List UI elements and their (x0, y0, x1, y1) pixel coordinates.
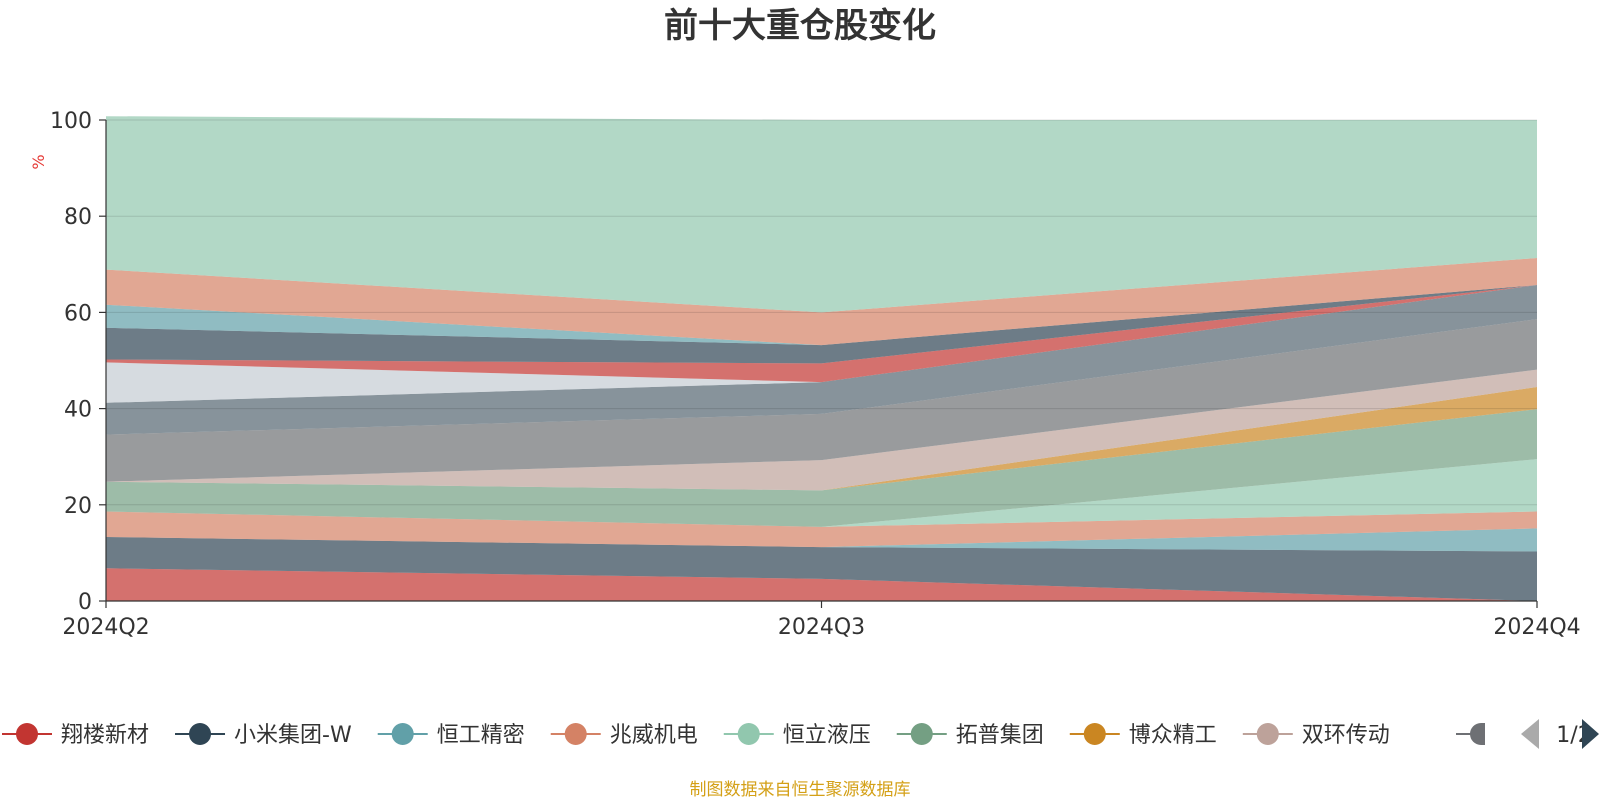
area-series-9 (106, 319, 1537, 482)
y-tick-label: 20 (64, 494, 92, 519)
legend-marker (737, 723, 760, 745)
legend-marker (391, 723, 414, 745)
legend-marker (1470, 723, 1485, 745)
y-axis-unit: % (29, 154, 48, 169)
legend-item[interactable]: 恒立液压 (723, 723, 871, 748)
legend-next-page-icon[interactable] (1582, 719, 1599, 749)
x-tick-label: 2024Q3 (778, 615, 865, 640)
area-series-11 (106, 285, 1537, 403)
y-tick-label: 40 (64, 398, 92, 423)
legend-label: 兆威机电 (610, 723, 698, 748)
legend-marker (16, 723, 38, 745)
x-tick-label: 2024Q2 (62, 615, 149, 640)
y-tick-label: 0 (78, 590, 92, 615)
y-tick-label: 60 (64, 301, 92, 326)
area-series-10 (106, 285, 1537, 435)
legend-marker (564, 723, 587, 745)
legend-prev-page-icon[interactable] (1521, 719, 1539, 749)
area-series-16 (106, 116, 1537, 313)
area-series-14 (106, 285, 1537, 346)
legend[interactable]: 翔楼新材 小米集团-W 恒工精密 兆威机电 恒立液压 拓普集团 博众精工 双环传动 1/2 (2, 719, 1599, 749)
legend-item[interactable]: 兆威机电 (550, 723, 698, 748)
area-series-15 (106, 258, 1537, 346)
legend-label: 双环传动 (1302, 723, 1390, 748)
legend-item[interactable]: 恒工精密 (377, 723, 525, 748)
area-series-5 (106, 459, 1537, 527)
area-series-13 (106, 285, 1537, 364)
area-series-1 (106, 568, 1537, 601)
legend-item[interactable]: 翔楼新材 (2, 723, 149, 748)
legend-marker (189, 723, 212, 745)
legend-label: 恒立液压 (783, 723, 871, 748)
area-series-3 (106, 528, 1537, 552)
area-series-8 (106, 369, 1537, 491)
area-series-6 (106, 409, 1537, 527)
legend-label: 翔楼新材 (61, 723, 149, 748)
legend-item[interactable]: 双环传动 (1242, 723, 1390, 748)
y-tick-label: 80 (64, 205, 92, 230)
legend-label: 拓普集团 (956, 723, 1044, 748)
legend-label: 博众精工 (1129, 723, 1217, 748)
legend-marker (1083, 723, 1106, 745)
area-series-4 (106, 511, 1537, 548)
legend-marker (910, 723, 933, 745)
area-series-7 (106, 387, 1537, 491)
legend-marker (1256, 723, 1279, 745)
source-note: 制图数据来自恒生聚源数据库 (690, 780, 911, 800)
legend-label: 小米集团-W (234, 723, 352, 748)
legend-item-partial[interactable] (1456, 723, 1485, 745)
legend-item[interactable]: 博众精工 (1069, 723, 1217, 748)
x-tick-label: 2024Q4 (1493, 615, 1580, 640)
y-tick-label: 100 (50, 109, 92, 134)
axes: 0 20 40 60 80 100 2024Q2 2024Q3 2024Q4 (50, 109, 1581, 640)
legend-item[interactable]: 小米集团-W (175, 723, 352, 748)
legend-item[interactable]: 拓普集团 (896, 723, 1044, 748)
legend-label: 恒工精密 (437, 723, 525, 748)
chart-title: 前十大重仓股变化 (664, 6, 936, 46)
area-series-2 (106, 537, 1537, 601)
grid-lines (106, 119, 1537, 506)
area-layers (106, 116, 1537, 601)
